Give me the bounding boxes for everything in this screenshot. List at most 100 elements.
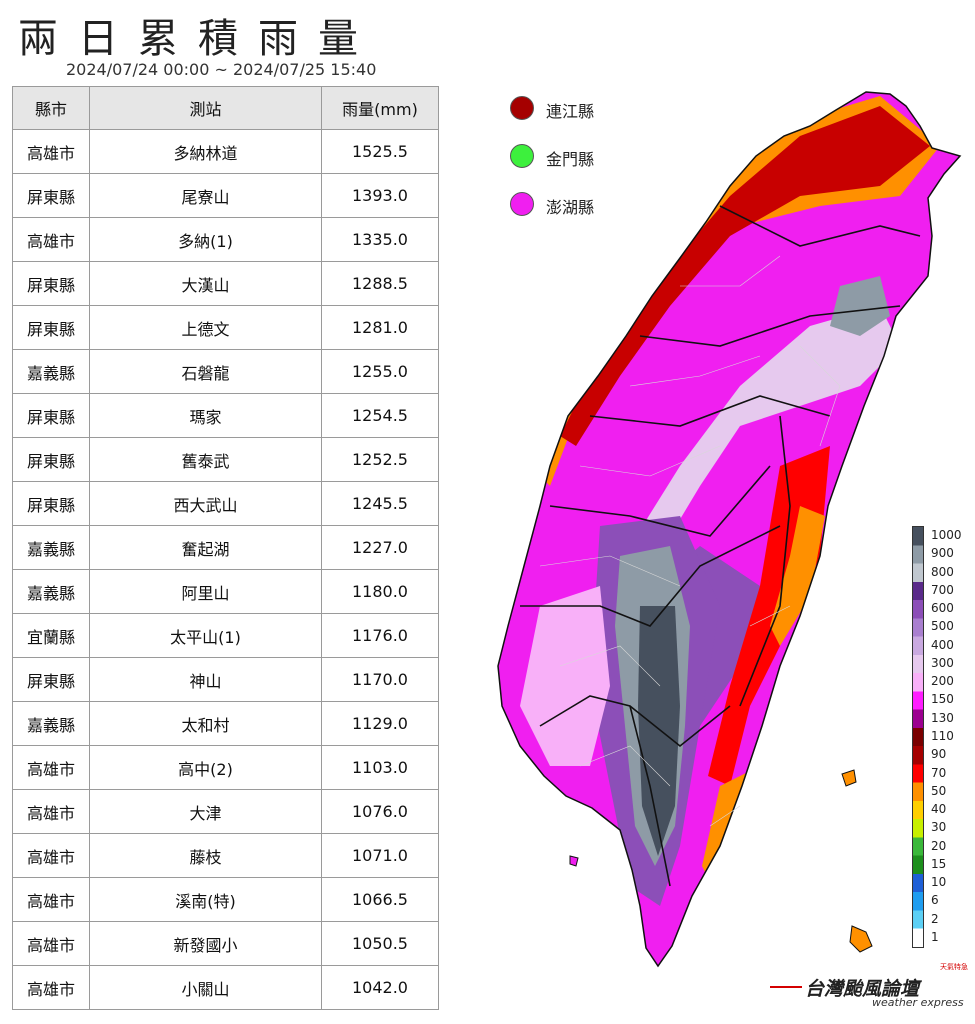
cell-county: 屏東縣 [12,261,90,306]
orchid-island [849,925,873,953]
table-row: 高雄市 溪南(特) 1066.5 [12,877,439,922]
cell-county: 高雄市 [12,789,90,834]
cell-county: 嘉義縣 [12,525,90,570]
table-row: 屏東縣 瑪家 1254.5 [12,393,439,438]
colorbar-label: 90 [931,747,947,762]
cell-county: 高雄市 [12,745,90,790]
cell-county: 屏東縣 [12,305,90,350]
header-rainfall: 雨量(mm) [321,86,439,130]
table-row: 屏東縣 舊泰武 1252.5 [12,437,439,482]
cell-rainfall: 1245.5 [321,481,439,526]
cell-county: 屏東縣 [12,173,90,218]
cell-station: 太平山(1) [89,613,322,658]
colorbar-label: 800 [931,564,954,579]
cell-county: 高雄市 [12,217,90,262]
table-row: 嘉義縣 奮起湖 1227.0 [12,525,439,570]
colorbar-label: 300 [931,655,954,670]
cell-station: 瑪家 [89,393,322,438]
cell-station: 大漢山 [89,261,322,306]
liuqiu-island [569,855,579,867]
kinmen-legend-dot [510,144,534,168]
colorbar-label: 6 [931,893,939,908]
cell-rainfall: 1227.0 [321,525,439,570]
table-row: 屏東縣 上德文 1281.0 [12,305,439,350]
colorbar-label: 10 [931,875,947,890]
page-title: 兩日累積雨量 [18,16,378,62]
cell-station: 多納林道 [89,129,322,174]
cell-station: 舊泰武 [89,437,322,482]
table-header-row: 縣市 測站 雨量(mm) [12,86,439,130]
colorbar-label: 15 [931,856,947,871]
cell-rainfall: 1180.0 [321,569,439,614]
colorbar [912,526,924,948]
cell-county: 高雄市 [12,877,90,922]
table-row: 嘉義縣 石磐龍 1255.0 [12,349,439,394]
cell-rainfall: 1255.0 [321,349,439,394]
watermark-tag: 天氣特急 [940,963,968,971]
rainfall-map [480,86,975,986]
colorbar-label: 600 [931,601,954,616]
township-boundaries [539,255,841,827]
matsu-legend-label: 連江縣 [546,102,595,121]
table-row: 屏東縣 神山 1170.0 [12,657,439,702]
cell-county: 嘉義縣 [12,569,90,614]
cell-station: 高中(2) [89,745,322,790]
colorbar-label: 30 [931,820,947,835]
cell-rainfall: 1393.0 [321,173,439,218]
colorbar-label: 700 [931,582,954,597]
rainfall-table: 縣市 測站 雨量(mm) 高雄市 多納林道 1525.5 屏東縣 尾寮山 1393.0 高雄… [12,86,439,1010]
table-row: 屏東縣 尾寮山 1393.0 [12,173,439,218]
cell-county: 屏東縣 [12,481,90,526]
colorbar-label: 1000 [931,528,962,543]
cell-station: 新發國小 [89,921,322,966]
table-row: 高雄市 高中(2) 1103.0 [12,745,439,790]
cell-rainfall: 1252.5 [321,437,439,482]
cell-county: 高雄市 [12,965,90,1010]
cell-county: 屏東縣 [12,657,90,702]
cell-station: 奮起湖 [89,525,322,570]
cell-station: 尾寮山 [89,173,322,218]
cell-rainfall: 1254.5 [321,393,439,438]
cell-station: 上德文 [89,305,322,350]
colorbar-label: 400 [931,637,954,652]
rainfall-contours [498,92,960,966]
table-row: 高雄市 小關山 1042.0 [12,965,439,1010]
island-outline [497,91,962,968]
colorbar-label: 40 [931,802,947,817]
cell-rainfall: 1170.0 [321,657,439,702]
taiwan-map [497,91,962,968]
table-row: 宜蘭縣 太平山(1) 1176.0 [12,613,439,658]
cell-rainfall: 1042.0 [321,965,439,1010]
county-boundaries [520,205,921,887]
watermark-line [770,986,802,988]
colorbar-label: 900 [931,546,954,561]
colorbar-label: 20 [931,838,947,853]
colorbar-label: 110 [931,729,954,743]
cell-county: 嘉義縣 [12,349,90,394]
cell-station: 阿里山 [89,569,322,614]
cell-rainfall: 1076.0 [321,789,439,834]
cell-county: 宜蘭縣 [12,613,90,658]
kinmen-legend-label: 金門縣 [546,150,595,169]
table-row: 高雄市 多納林道 1525.5 [12,129,439,174]
cell-rainfall: 1129.0 [321,701,439,746]
cell-station: 太和村 [89,701,322,746]
period-subtitle: 2024/07/24 00:00 ~ 2024/07/25 15:40 [66,60,377,79]
colorbar-label: 50 [931,783,947,798]
cell-rainfall: 1103.0 [321,745,439,790]
cell-rainfall: 1281.0 [321,305,439,350]
table-row: 高雄市 大津 1076.0 [12,789,439,834]
cell-rainfall: 1176.0 [321,613,439,658]
cell-station: 神山 [89,657,322,702]
cell-rainfall: 1525.5 [321,129,439,174]
green-island [841,769,857,787]
cell-station: 多納(1) [89,217,322,262]
colorbar-label: 150 [931,692,954,707]
cell-county: 嘉義縣 [12,701,90,746]
colorbar-label: 200 [931,674,954,689]
table-row: 屏東縣 大漢山 1288.5 [12,261,439,306]
colorbar-label: 70 [931,765,947,780]
penghu-legend-label: 澎湖縣 [546,198,595,217]
matsu-legend-dot [510,96,534,120]
cell-county: 高雄市 [12,129,90,174]
